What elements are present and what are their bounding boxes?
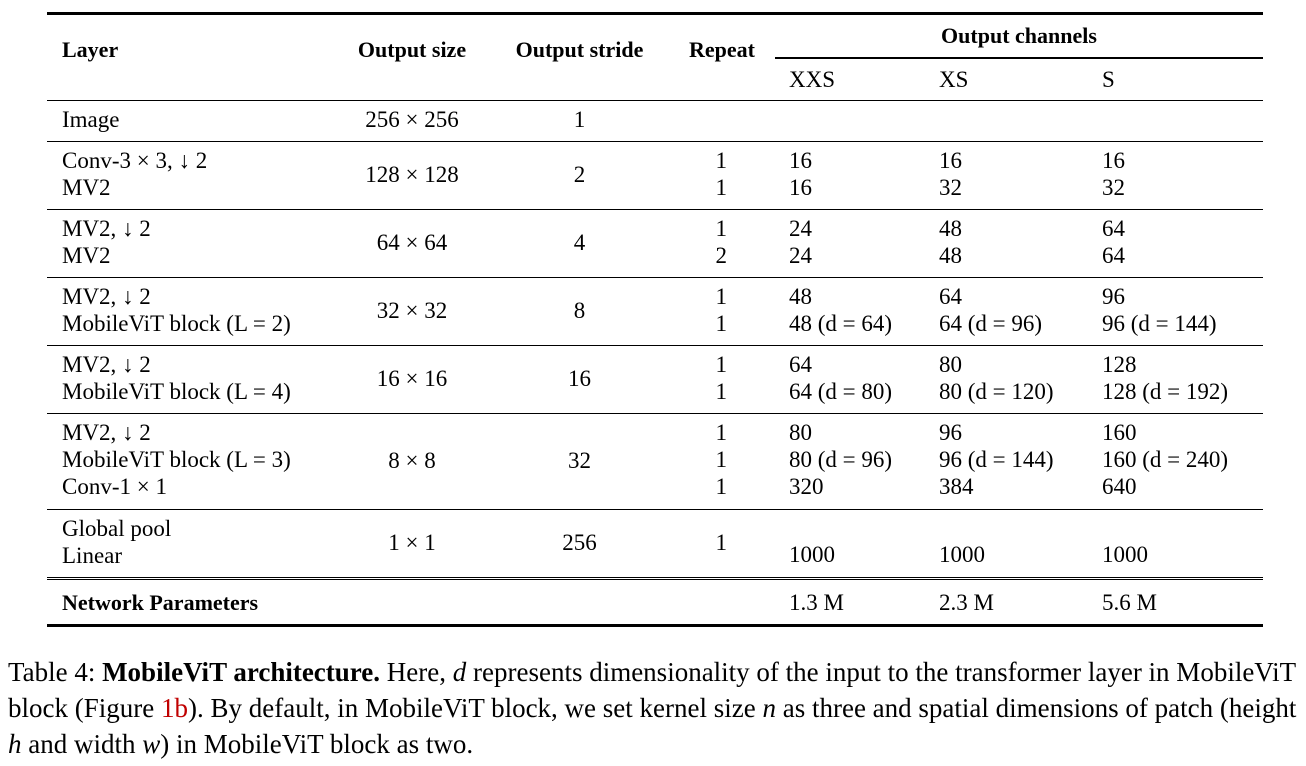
table-header-row: Layer Output size Output stride Repeat O… [47, 15, 1263, 101]
table-row: Global pool Linear 1 × 1 256 1 1000 1000… [47, 510, 1263, 580]
layer-cell: Conv-3 × 3, ↓ 2 MV2 [62, 148, 208, 200]
layer-cell: MV2, ↓ 2 MobileViT block (L = 2) [62, 284, 291, 336]
output-stride-cell: 16 [568, 366, 591, 391]
caption-text: as three and spatial dimensions of patch… [782, 693, 1297, 723]
header-cmidrule [775, 57, 1263, 59]
repeat-cell: 1 1 [715, 148, 728, 200]
output-stride-cell: 32 [568, 448, 591, 473]
variable-h: h [8, 729, 22, 759]
table-row: MV2, ↓ 2 MobileViT block (L = 3) Conv-1 … [47, 414, 1263, 510]
output-size-cell: 64 × 64 [376, 230, 448, 255]
xs-cell: 48 48 [939, 216, 962, 268]
output-stride-cell: 1 [573, 107, 586, 132]
params-s: 5.6 M [1102, 590, 1157, 615]
params-xxs: 1.3 M [789, 590, 844, 615]
xxs-cell: 80 80 (d = 96) 320 [789, 420, 893, 499]
xs-cell: 80 80 (d = 120) [939, 352, 1054, 404]
variable-w: w [142, 729, 161, 759]
table-row: Image 256 × 256 1 [47, 101, 1263, 142]
xxs-cell: 1000 [789, 542, 835, 567]
xxs-cell: 16 16 [789, 148, 812, 200]
caption-text: ) in MobileViT block as two. [160, 729, 474, 759]
caption-title: MobileViT architecture. [102, 657, 381, 687]
figure-reference-link[interactable]: 1b [160, 693, 188, 723]
s-cell: 16 32 [1102, 148, 1125, 200]
output-size-cell: 16 × 16 [376, 366, 448, 391]
header-output-channels: Output channels [941, 23, 1097, 48]
s-cell: 1000 [1102, 542, 1148, 567]
layer-cell: Image [62, 107, 120, 132]
table-row: Conv-3 × 3, ↓ 2 MV2 128 × 128 2 1 1 16 1… [47, 142, 1263, 210]
table-row: MV2, ↓ 2 MobileViT block (L = 4) 16 × 16… [47, 346, 1263, 414]
layer-cell: MV2, ↓ 2 MobileViT block (L = 4) [62, 352, 291, 404]
repeat-cell: 1 2 [715, 216, 728, 268]
variable-d: d [452, 657, 467, 687]
output-size-cell: 256 × 256 [365, 107, 459, 132]
architecture-table: Layer Output size Output stride Repeat O… [47, 12, 1263, 627]
xs-cell: 1000 [939, 542, 985, 567]
caption-text: ). By default, in MobileViT block, we se… [187, 693, 756, 723]
s-cell: 160 160 (d = 240) 640 [1102, 420, 1229, 499]
header-output-stride: Output stride [515, 37, 644, 62]
variable-n: n [762, 693, 776, 723]
repeat-cell: 1 1 1 [715, 420, 728, 499]
header-layer: Layer [62, 37, 119, 62]
output-stride-cell: 8 [573, 298, 586, 323]
repeat-cell: 1 1 [715, 352, 728, 404]
caption-text: Here, [386, 657, 446, 687]
output-size-cell: 128 × 128 [365, 162, 459, 187]
output-stride-cell: 2 [573, 162, 586, 187]
output-stride-cell: 4 [573, 230, 586, 255]
params-label: Network Parameters [62, 590, 259, 615]
table-caption: Table 4: MobileViT architecture. Here, d… [8, 654, 1304, 762]
xxs-cell: 64 64 (d = 80) [789, 352, 893, 404]
s-cell: 96 96 (d = 144) [1102, 284, 1217, 336]
params-xs: 2.3 M [939, 590, 994, 615]
header-xs: XS [939, 67, 969, 92]
xxs-cell: 48 48 (d = 64) [789, 284, 893, 336]
output-size-cell: 8 × 8 [388, 448, 436, 473]
header-repeat: Repeat [689, 37, 755, 62]
header-output-size: Output size [357, 37, 467, 62]
layer-cell: MV2, ↓ 2 MobileViT block (L = 3) Conv-1 … [62, 420, 291, 499]
table-row: MV2, ↓ 2 MobileViT block (L = 2) 32 × 32… [47, 278, 1263, 346]
xs-cell: 16 32 [939, 148, 962, 200]
caption-label: Table 4: [8, 657, 96, 687]
output-stride-cell: 256 [562, 530, 597, 555]
params-row: Network Parameters 1.3 M 2.3 M 5.6 M [47, 580, 1263, 624]
repeat-cell: 1 [715, 530, 728, 555]
header-s: S [1102, 67, 1115, 92]
caption-text: represents dimensionality of the input t… [8, 657, 1296, 723]
xs-cell: 96 96 (d = 144) 384 [939, 420, 1054, 499]
repeat-cell: 1 1 [715, 284, 728, 336]
s-cell: 128 128 (d = 192) [1102, 352, 1229, 404]
caption-text: and width [28, 729, 136, 759]
output-size-cell: 1 × 1 [388, 530, 436, 555]
header-xxs: XXS [789, 67, 836, 92]
layer-cell: Global pool Linear [62, 516, 172, 568]
xs-cell: 64 64 (d = 96) [939, 284, 1043, 336]
layer-cell: MV2, ↓ 2 MV2 [62, 216, 151, 268]
table-row: MV2, ↓ 2 MV2 64 × 64 4 1 2 24 24 48 48 6… [47, 210, 1263, 278]
s-cell: 64 64 [1102, 216, 1125, 268]
output-size-cell: 32 × 32 [376, 298, 448, 323]
xxs-cell: 24 24 [789, 216, 812, 268]
